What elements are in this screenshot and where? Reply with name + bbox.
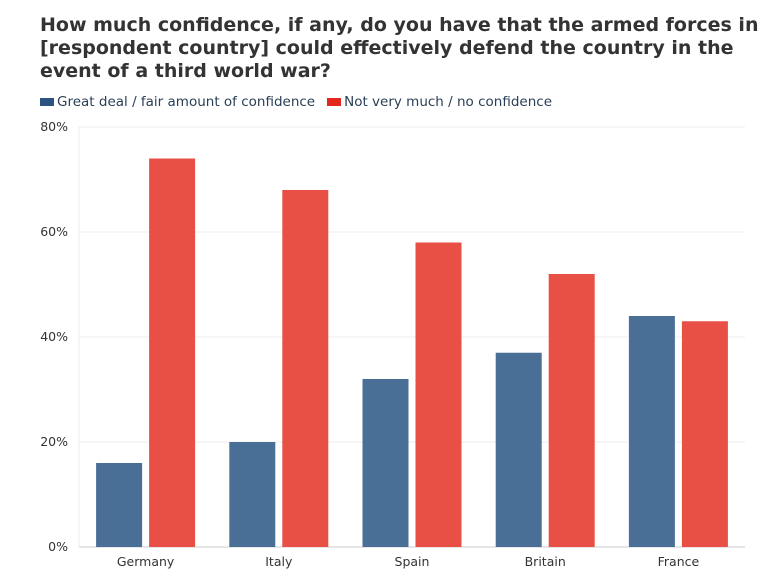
bar-italy-no-confidence: [282, 190, 329, 547]
legend-item-confidence[interactable]: Great deal / fair amount of confidence: [40, 94, 315, 110]
bar-germany-confidence: [96, 463, 143, 547]
chart-title: How much confidence, if any, do you have…: [40, 14, 759, 82]
bar-germany-no-confidence: [149, 158, 196, 547]
bar-france-no-confidence: [681, 321, 728, 547]
bar-france-confidence: [628, 316, 675, 547]
legend-label-no-confidence: Not very much / no confidence: [344, 94, 553, 110]
legend-item-no-confidence[interactable]: Not very much / no confidence: [327, 94, 552, 110]
y-tick-label: 80%: [40, 119, 68, 134]
bar-italy-confidence: [229, 442, 276, 547]
legend-label-confidence: Great deal / fair amount of confidence: [57, 94, 316, 110]
bar-spain-confidence: [362, 379, 409, 547]
x-tick-label: France: [658, 554, 700, 569]
bar-spain-no-confidence: [415, 242, 462, 547]
x-tick-label: Spain: [395, 554, 430, 569]
legend-swatch-no-confidence: [327, 98, 342, 106]
legend: Great deal / fair amount of confidence N…: [40, 94, 552, 110]
y-tick-label: 0%: [48, 539, 68, 554]
x-tick-label: Britain: [525, 554, 566, 569]
y-tick-label: 60%: [40, 224, 68, 239]
bar-britain-confidence: [495, 352, 542, 547]
bar-britain-no-confidence: [548, 274, 595, 547]
y-tick-label: 20%: [40, 434, 68, 449]
x-tick-label: Germany: [117, 554, 175, 569]
y-tick-label: 40%: [40, 329, 68, 344]
x-tick-label: Italy: [265, 554, 293, 569]
legend-swatch-confidence: [40, 98, 54, 106]
